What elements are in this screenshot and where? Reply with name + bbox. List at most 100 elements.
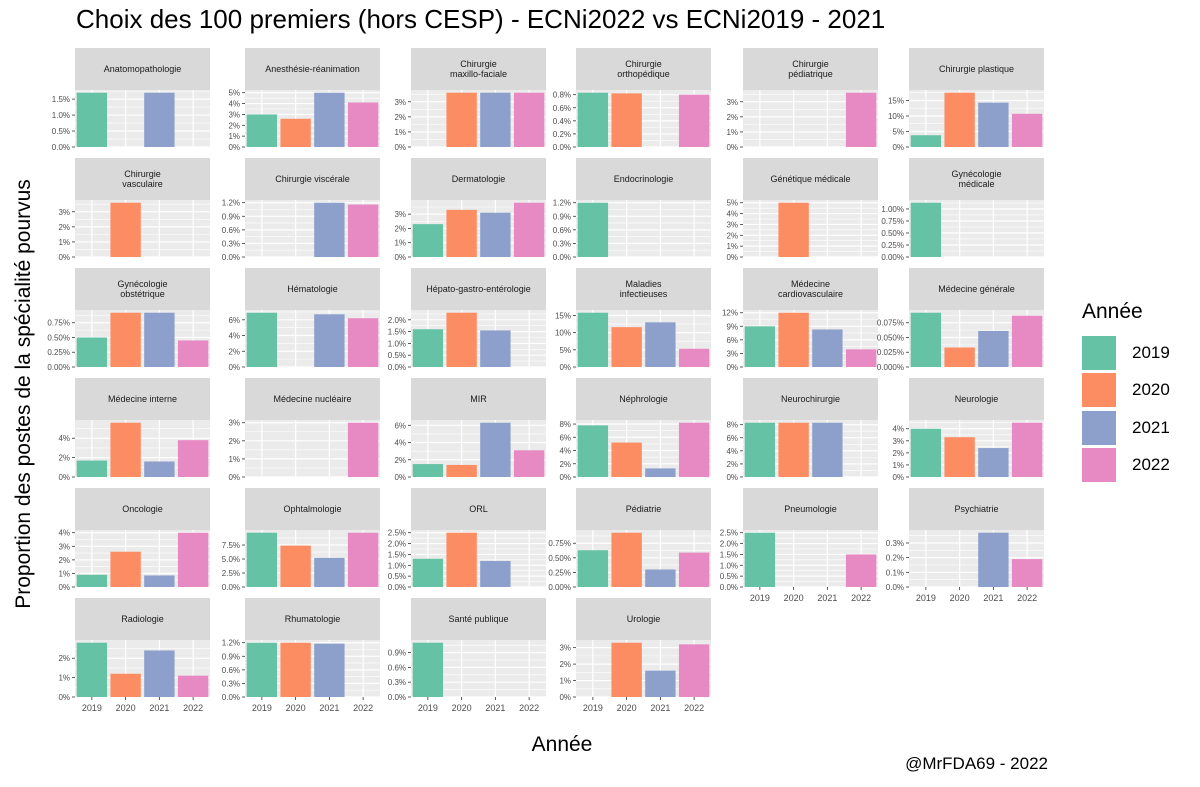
bar-gynecologie-obstetrique-2021 bbox=[144, 312, 175, 367]
y-tick-label: 0.9% bbox=[222, 212, 240, 221]
y-tick-label: 0.6% bbox=[388, 663, 406, 672]
y-tick-label: 2% bbox=[58, 223, 70, 232]
strip-label-oncologie: Oncologie bbox=[122, 504, 163, 514]
y-tick-label: 0% bbox=[58, 253, 70, 262]
y-tick-label: 1.5% bbox=[388, 328, 406, 337]
y-tick-label: 3% bbox=[726, 98, 738, 107]
panel-anesthesie-reanimation: Anesthésie-réanimation 0% 1% 2% 3%4% 5% bbox=[228, 48, 380, 152]
bar-radiologie-2019 bbox=[76, 642, 108, 697]
strip-label-mir: MIR bbox=[470, 394, 487, 404]
bar-nephrologie-2021 bbox=[645, 468, 676, 477]
y-tick-label: 7.5% bbox=[222, 541, 240, 550]
bar-chirurgie-plastique-2021 bbox=[978, 102, 1009, 147]
strip-label-chirurgie-pediatrique: pédiatrique bbox=[788, 69, 833, 79]
bar-gynecologie-medicale-2019 bbox=[910, 202, 942, 257]
bar-anatomopathologie-2019 bbox=[76, 92, 108, 147]
strip-pneumologie bbox=[743, 488, 878, 530]
y-tick-label: 15% bbox=[555, 311, 571, 320]
y-tick-label: 6% bbox=[559, 433, 571, 442]
y-tick-label: 0% bbox=[228, 473, 240, 482]
y-tick-label: 0.75% bbox=[548, 539, 571, 548]
bar-medecine-interne-2021 bbox=[144, 461, 175, 477]
y-tick-label: 1.2% bbox=[222, 199, 240, 208]
x-tick-label: 2020 bbox=[950, 593, 970, 603]
y-tick-label: 0.6% bbox=[553, 104, 571, 113]
y-tick-label: 9% bbox=[726, 322, 738, 331]
panel-neurologie: Neurologie 0% 1% 2% 3% 4% bbox=[892, 378, 1044, 482]
y-tick-label: 0.50% bbox=[881, 229, 904, 238]
panel-pneumologie: Pneumologie 0.0% 0.5% 1.0% 1.5%2.0% 2.5% 2019 2… bbox=[720, 488, 878, 603]
y-tick-label: 0% bbox=[559, 363, 571, 372]
y-tick-label: 0% bbox=[892, 143, 904, 152]
x-tick-label: 2019 bbox=[583, 703, 603, 713]
y-tick-label: 0.075% bbox=[877, 319, 904, 328]
y-tick-label: 4% bbox=[559, 447, 571, 456]
bar-psychiatrie-2021 bbox=[978, 532, 1009, 587]
bar-nephrologie-2020 bbox=[611, 442, 642, 477]
y-tick-label: 8% bbox=[559, 420, 571, 429]
strip-mir bbox=[411, 378, 546, 420]
y-tick-label: 2.5% bbox=[720, 529, 738, 538]
y-tick-label: 2.5% bbox=[222, 569, 240, 578]
bar-dermatologie-2021 bbox=[480, 212, 511, 257]
y-tick-label: 1.5% bbox=[720, 550, 738, 559]
strip-label-psychiatrie: Psychiatrie bbox=[954, 504, 998, 514]
y-tick-label: 1% bbox=[394, 239, 406, 248]
y-tick-label: 0.5% bbox=[388, 572, 406, 581]
bar-chirurgie-orthopedique-2022 bbox=[678, 94, 710, 147]
strip-label-neurochirurgie: Neurochirurgie bbox=[781, 394, 840, 404]
y-tick-label: 4% bbox=[228, 332, 240, 341]
y-tick-label: 5% bbox=[726, 199, 738, 208]
bar-orl-2019 bbox=[412, 558, 444, 587]
strip-gynecologie-obstetrique bbox=[75, 268, 210, 310]
y-tick-label: 0% bbox=[394, 253, 406, 262]
y-tick-label: 2% bbox=[394, 224, 406, 233]
y-tick-label: 0.6% bbox=[222, 226, 240, 235]
bar-chirurgie-orthopedique-2020 bbox=[611, 93, 642, 147]
y-tick-label: 2% bbox=[892, 449, 904, 458]
y-tick-label: 2% bbox=[726, 113, 738, 122]
strip-label-gynecologie-medicale: médicale bbox=[958, 179, 994, 189]
y-tick-label: 3% bbox=[892, 437, 904, 446]
bar-mir-2022 bbox=[513, 450, 545, 477]
legend-key-2019 bbox=[1082, 335, 1116, 370]
y-tick-label: 0.75% bbox=[47, 319, 70, 328]
panel-hematologie: Hématologie 0% 2% 4% 6% bbox=[228, 268, 380, 372]
y-tick-label: 6% bbox=[228, 316, 240, 325]
x-tick-label: 2021 bbox=[149, 703, 169, 713]
strip-label-neurologie: Neurologie bbox=[955, 394, 999, 404]
bar-mir-2020 bbox=[446, 464, 477, 477]
y-tick-label: 0.6% bbox=[553, 226, 571, 235]
y-tick-label: 0.0% bbox=[222, 253, 240, 262]
bar-urologie-2021 bbox=[645, 670, 676, 697]
bar-ophtalmologie-2021 bbox=[314, 557, 345, 587]
y-tick-label: 0.000% bbox=[877, 363, 904, 372]
y-tick-label: 0.50% bbox=[548, 554, 571, 563]
y-tick-label: 0.0% bbox=[388, 583, 406, 592]
x-tick-label: 2022 bbox=[851, 593, 871, 603]
bar-medecine-interne-2019 bbox=[76, 460, 108, 477]
bar-sante-publique-2019 bbox=[412, 642, 444, 697]
strip-dermatologie bbox=[411, 158, 546, 200]
panel-orl: ORL 0.0% 0.5% 1.0% 1.5%2.0% 2.5% bbox=[388, 488, 546, 592]
strip-label-nephrologie: Néphrologie bbox=[619, 394, 668, 404]
bar-gynecologie-obstetrique-2022 bbox=[177, 340, 209, 367]
strip-sante-publique bbox=[411, 598, 546, 640]
legend-label-2022: 2022 bbox=[1132, 455, 1170, 475]
panel-mir: MIR 0% 2% 4% 6% bbox=[394, 378, 546, 482]
y-tick-label: 0.9% bbox=[222, 652, 240, 661]
bar-rhumatologie-2021 bbox=[314, 643, 345, 697]
y-tick-label: 0.5% bbox=[388, 351, 406, 360]
legend-key-2021 bbox=[1082, 410, 1116, 445]
y-tick-label: 0% bbox=[228, 363, 240, 372]
legend-label-2019: 2019 bbox=[1132, 342, 1170, 362]
y-tick-label: 0.0% bbox=[720, 583, 738, 592]
y-tick-label: 0.50% bbox=[47, 333, 70, 342]
bar-ophtalmologie-2020 bbox=[280, 545, 311, 587]
bar-pediatrie-2022 bbox=[678, 552, 710, 587]
strip-radiologie bbox=[75, 598, 210, 640]
y-tick-label: 1.0% bbox=[720, 561, 738, 570]
y-tick-label: 0% bbox=[559, 473, 571, 482]
bar-neurochirurgie-2020 bbox=[778, 422, 809, 477]
